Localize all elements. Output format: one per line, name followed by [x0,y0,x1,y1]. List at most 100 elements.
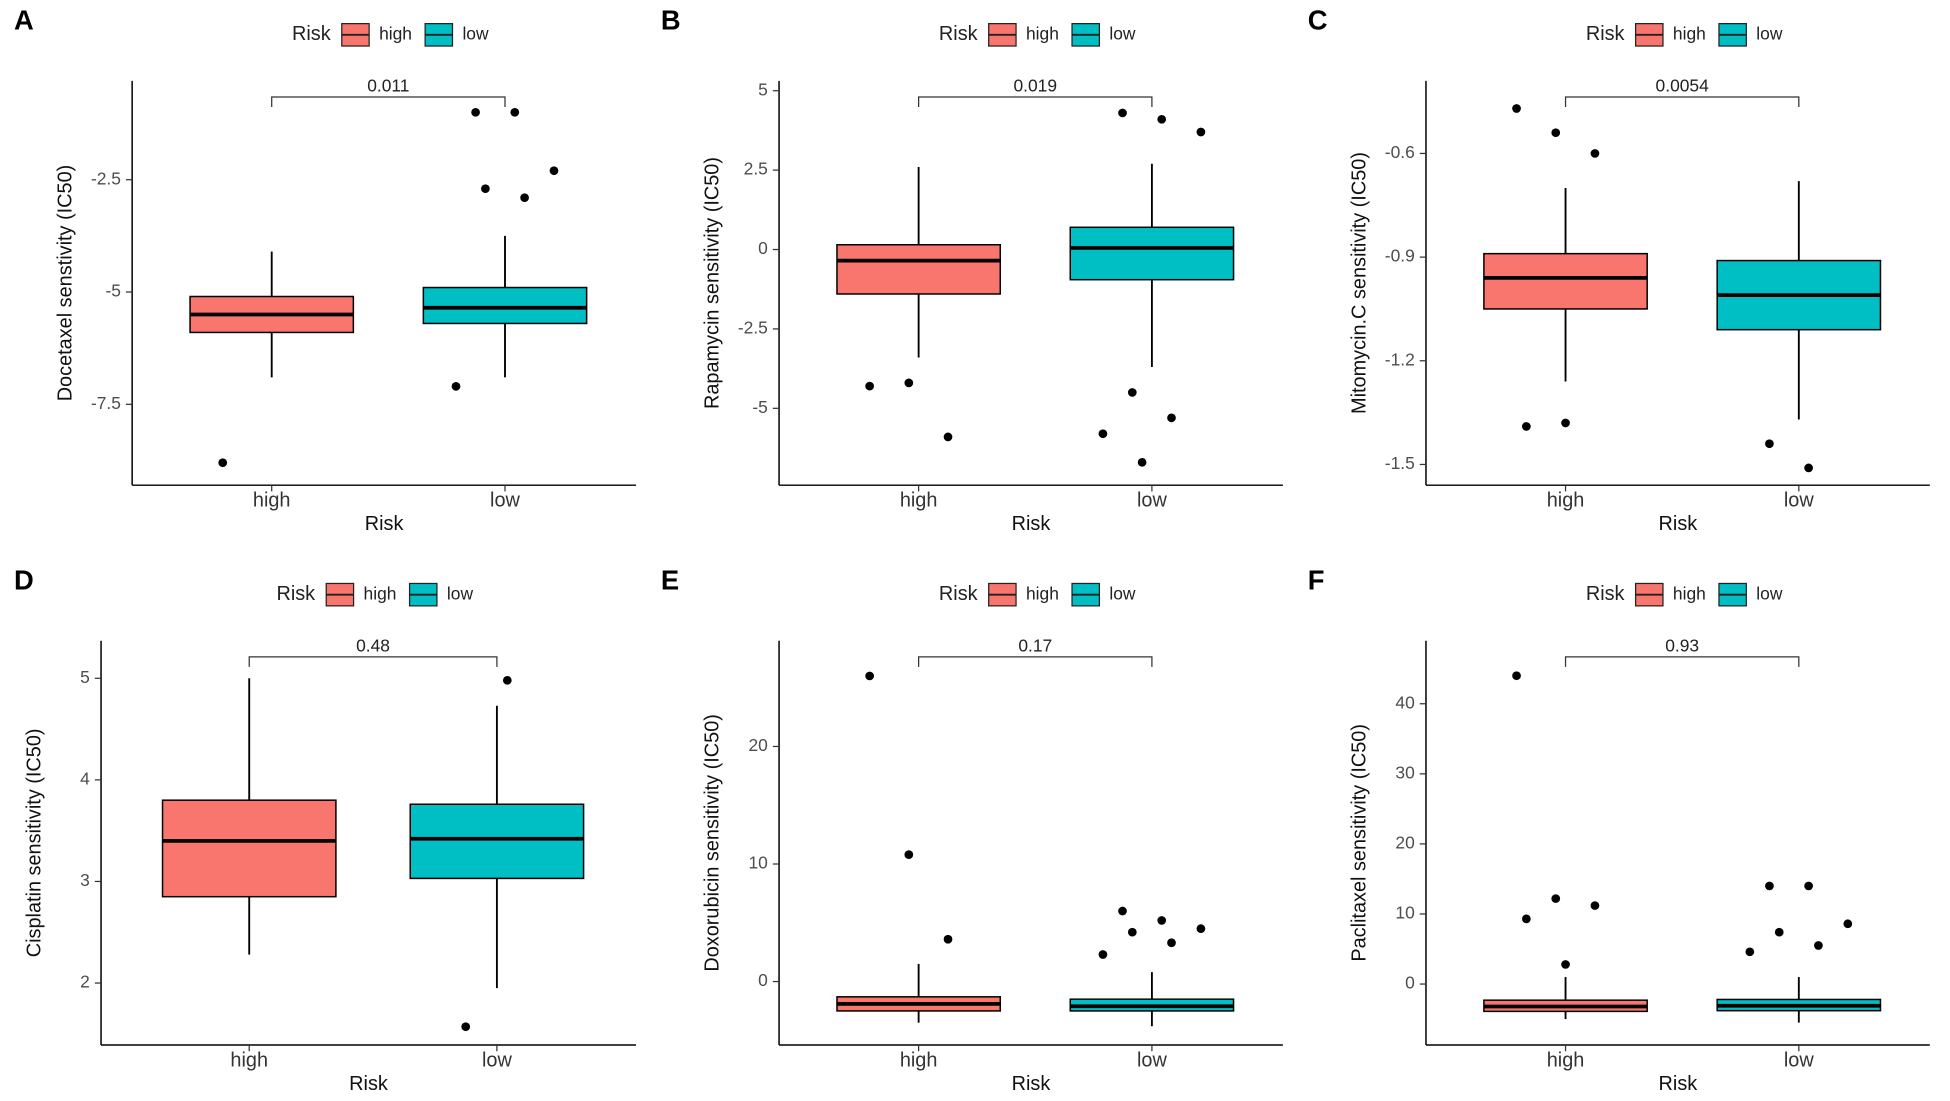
x-tick-label: low [482,1049,512,1071]
outlier-point [865,381,874,391]
p-value: 0.0054 [1656,76,1710,96]
outlier-point [1561,960,1570,969]
x-tick-label: low [1784,1049,1814,1071]
y-tick-label: -1.2 [1385,349,1415,369]
x-axis-label: Risk [349,1073,388,1095]
box [1069,226,1235,281]
x-axis-label: Risk [1659,513,1698,535]
outlier-point [1127,388,1137,397]
significance-bracket [1564,656,1800,667]
outlier-point [1765,439,1774,449]
legend-label: low [1756,583,1783,603]
panel-letter: C [1308,5,1328,36]
outlier-point [1196,924,1206,934]
outlier-point [1098,429,1108,439]
x-tick-label: high [253,490,291,512]
outlier-point [549,166,559,176]
outlier-point [1098,950,1108,959]
outlier-point [1745,947,1755,957]
p-value: 0.17 [1018,636,1052,656]
y-tick-label: 30 [1395,762,1414,782]
outlier-point [1127,927,1137,937]
outlier-point [510,107,520,117]
y-tick-label: -2.5 [738,318,768,338]
x-tick-label: low [1137,1049,1167,1071]
p-value: 0.019 [1013,76,1057,96]
outlier-point [943,934,953,944]
panel: B Risk high low -5 -2.5 0 2.5 5 Rapamycin sensiti… [661,5,1283,535]
y-axis-label: Mitomycin.C sensitivity (IC50) [1348,152,1370,414]
outlier-point [1561,418,1570,428]
p-value: 0.48 [356,636,390,656]
outlier-point [481,184,490,194]
outlier-point [1765,881,1774,891]
outlier-point [1814,941,1823,950]
panel-letter: B [661,5,681,36]
significance-bracket [1564,96,1800,107]
y-tick-label: 2.5 [744,159,768,179]
legend-label: low [1756,23,1783,43]
p-value: 0.011 [367,76,409,96]
legend-title: Risk [276,583,315,605]
y-tick-label: 10 [748,853,767,873]
y-axis-label: Paclitaxel sensitivity (IC50) [1348,724,1370,962]
panel: F Risk high low 0 10 20 30 40 Paclitaxel sensitiv… [1308,564,1930,1095]
legend-title: Risk [1586,23,1625,45]
legend-title: Risk [292,23,331,45]
x-tick-label: high [1547,490,1585,512]
p-value: 0.93 [1665,636,1699,656]
x-axis-label: Risk [1659,1073,1698,1095]
x-tick-label: high [1547,1049,1585,1071]
outlier-point [1590,149,1600,158]
box [422,286,588,325]
y-axis-label: Cisplatin sensitivity (IC50) [23,728,45,957]
outlier-point [904,850,914,859]
outlier-point [502,675,512,685]
legend-title: Risk [939,583,978,605]
outlier-point [1157,916,1167,925]
legend-label: high [1673,583,1706,603]
outlier-point [451,381,461,391]
legend-label: high [1673,23,1706,43]
y-tick-label: -0.6 [1385,142,1415,162]
outlier-point [1118,906,1127,916]
y-tick-label: 0 [758,970,768,990]
significance-bracket [918,656,1153,667]
outlier-point [1774,927,1784,937]
y-tick-label: 0 [1405,973,1415,993]
significance-bracket [248,656,498,667]
outlier-point [1196,127,1206,137]
outlier-point [904,378,914,388]
outlier-point [1512,104,1521,113]
y-axis-label: Docetaxel senstivity (IC50) [54,165,76,402]
legend-label: low [447,583,474,603]
legend-label: high [1026,23,1059,43]
outlier-point [1521,422,1531,431]
x-tick-label: low [1784,490,1814,512]
y-tick-label: -0.9 [1385,246,1415,266]
outlier-point [471,107,480,117]
x-axis-label: Risk [1012,513,1051,535]
y-tick-label: 20 [748,735,767,755]
outlier-point [1118,108,1127,118]
outlier-point [1551,894,1561,903]
y-tick-label: -7.5 [91,393,121,413]
outlier-point [1590,901,1600,910]
legend-label: low [1109,23,1136,43]
outlier-point [1157,114,1167,124]
outlier-point [1167,413,1176,423]
outlier-point [1521,914,1531,924]
x-axis-label: Risk [365,513,404,535]
legend-label: low [462,23,489,43]
y-tick-label: 20 [1395,833,1414,853]
y-tick-label: -1.5 [1385,453,1415,473]
legend-label: high [379,23,412,43]
y-tick-label: 40 [1395,692,1414,712]
outlier-point [943,432,953,442]
significance-bracket [271,96,506,107]
legend-title: Risk [1586,583,1625,605]
y-tick-label: 3 [80,870,90,890]
y-tick-label: -5 [105,281,120,301]
legend-title: Risk [939,23,978,45]
